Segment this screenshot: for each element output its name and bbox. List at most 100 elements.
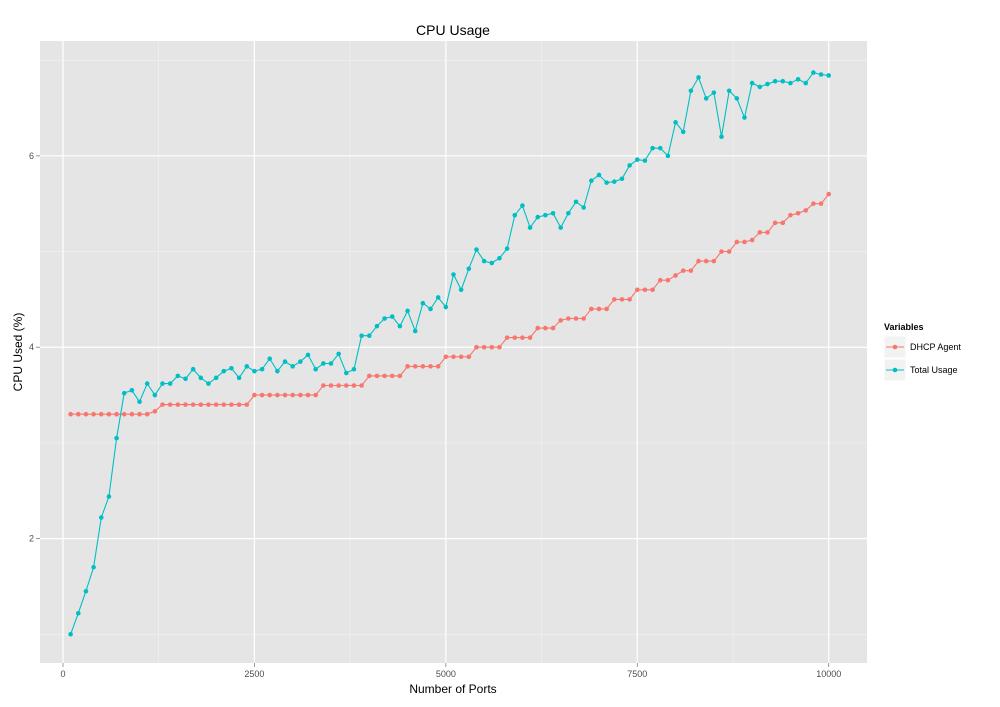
total-usage-point [336,351,341,357]
dhcp-agent-point [680,268,686,273]
total-usage-point [688,88,694,94]
dhcp-agent-point [106,411,112,417]
total-usage-point [458,287,464,293]
dhcp-agent-point [351,383,357,388]
total-usage-point [206,381,211,386]
total-usage-point [144,381,150,386]
total-usage-point [298,359,303,364]
total-usage-point [657,145,663,151]
total-usage-point [749,80,755,86]
dhcp-agent-point [298,392,303,398]
dhcp-agent-point [221,402,227,407]
total-usage-point [512,212,518,218]
total-usage-point [129,387,135,393]
total-usage-point [282,359,288,364]
total-usage-point [98,515,104,520]
total-usage-point [213,375,219,381]
dhcp-agent-point [719,249,724,254]
dhcp-agent-point [206,402,211,407]
dhcp-agent-point [527,335,533,340]
dhcp-agent-point [282,392,288,398]
dhcp-agent-point [589,306,594,312]
dhcp-agent-point [137,411,142,417]
dhcp-agent-point [144,411,150,417]
dhcp-agent-point [619,297,625,302]
dhcp-agent-point [765,230,770,235]
total-usage-line [70,71,829,635]
total-usage-point [535,214,541,220]
dhcp-agent-point [167,402,173,407]
total-usage-point [573,199,579,205]
dhcp-agent-point [512,335,518,340]
total-usage-point [190,366,196,372]
total-usage-point [543,212,548,218]
dhcp-agent-point [688,268,694,273]
total-usage-point [267,356,273,361]
total-usage-point [734,96,740,101]
legend: Variables DHCP Agent Total Usage [883,322,961,382]
dhcp-agent-point [826,191,832,197]
total-usage-point [466,266,472,272]
total-usage-point [183,376,188,382]
dhcp-agent-point [742,239,747,245]
plot-panel [40,41,867,663]
dhcp-agent-point [788,212,793,218]
dhcp-agent-point [397,373,403,379]
y-axis-title: CPU Used (%) [11,313,25,392]
total-usage-point [696,75,701,80]
dhcp-agent-point [68,411,73,417]
x-axis-title: Number of Ports [409,682,496,696]
total-usage-point [811,70,816,75]
dhcp-agent-point [160,402,165,407]
total-usage-point [259,366,265,372]
dhcp-agent-point [121,411,127,417]
dhcp-agent-point [657,277,663,283]
x-tick-label: 0 [60,669,65,679]
total-usage-point [175,373,181,379]
minor-gridlines [40,41,867,663]
dhcp-agent-point [596,306,602,312]
dhcp-agent-point [451,354,456,360]
total-usage-point [290,364,295,369]
dhcp-agent-point [726,249,732,254]
total-usage-point [520,203,525,208]
total-usage-point [382,316,387,321]
dhcp-agent-point [83,411,89,417]
total-usage-point [818,72,824,77]
total-usage-point [68,631,73,637]
total-usage-point [75,610,81,616]
total-usage-point [474,247,479,252]
dhcp-agent-point [520,335,525,340]
total-usage-point [795,76,801,82]
dhcp-agent-point [489,344,495,350]
dhcp-agent-point [612,297,617,302]
total-usage-point [343,370,349,376]
total-usage-point [558,225,564,230]
dhcp-agent-point [435,364,441,369]
dhcp-agent-point [573,316,579,321]
total-usage-point [673,120,678,125]
total-usage-point [160,381,165,386]
dhcp-agent-point [604,306,609,312]
y-axis: 2 4 6 [29,151,40,544]
dhcp-agent-point [734,239,740,245]
dhcp-agent-point [818,201,824,206]
total-usage-point [428,306,433,312]
dhcp-agent-point [412,364,418,369]
total-usage-point [604,180,609,185]
total-usage-point [642,158,648,163]
total-usage-point [665,153,671,159]
dhcp-agent-point [566,316,571,321]
total-usage-point [366,333,372,339]
total-usage-point [137,399,142,405]
total-usage-point [351,366,357,372]
dhcp-agent-point [305,392,311,398]
total-usage-point [504,246,510,251]
total-usage-point [167,381,173,386]
total-usage-point [803,80,809,86]
dhcp-agent-point [535,325,541,331]
total-usage-point [596,172,602,178]
dhcp-agent-point [183,402,188,407]
total-usage-point [275,368,280,374]
x-tick-label: 7500 [627,669,647,679]
